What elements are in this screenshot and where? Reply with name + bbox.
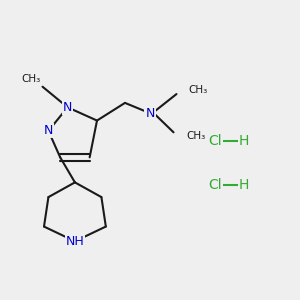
Text: Cl: Cl [208,178,222,192]
Text: CH₃: CH₃ [21,74,40,84]
Text: N: N [63,101,72,114]
Text: CH₃: CH₃ [189,85,208,95]
Text: Cl: Cl [208,134,222,148]
Text: CH₃: CH₃ [187,131,206,141]
Text: N: N [145,107,155,120]
Text: H: H [239,178,249,192]
Text: H: H [239,134,249,148]
Text: N: N [44,124,53,137]
Text: NH: NH [65,235,84,248]
